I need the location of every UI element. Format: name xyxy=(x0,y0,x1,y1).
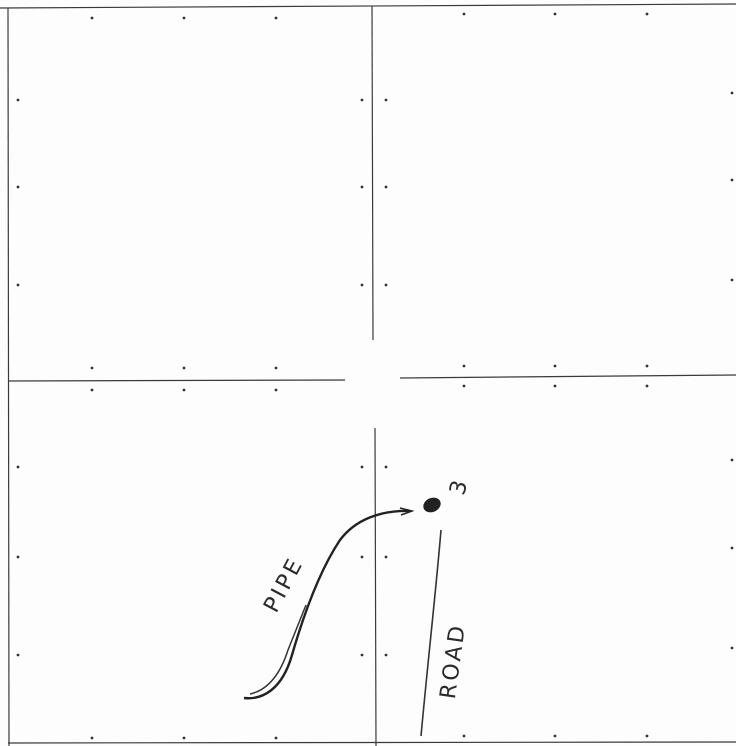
dot xyxy=(462,364,466,368)
divider-vertical-top xyxy=(371,5,374,341)
dot xyxy=(16,653,20,657)
left-border xyxy=(7,7,10,746)
dot xyxy=(360,98,364,102)
dot xyxy=(360,653,364,657)
dot xyxy=(730,546,734,550)
dot xyxy=(730,458,734,462)
dot xyxy=(384,98,388,102)
bottom-border xyxy=(7,741,736,744)
pipe-line xyxy=(243,509,411,700)
dot xyxy=(384,465,388,469)
dot xyxy=(553,12,557,16)
dot xyxy=(645,12,649,16)
dot xyxy=(274,736,278,740)
dot xyxy=(16,283,20,287)
dot xyxy=(384,555,388,559)
dot xyxy=(730,178,734,182)
dot xyxy=(645,734,649,738)
dot xyxy=(730,278,734,282)
dot xyxy=(16,465,20,469)
divider-vertical-bottom xyxy=(374,427,377,746)
dot xyxy=(384,283,388,287)
dot xyxy=(16,185,20,189)
dot xyxy=(730,646,734,650)
dot xyxy=(645,364,649,368)
top-border xyxy=(0,3,736,9)
dot xyxy=(553,384,557,388)
dot xyxy=(553,734,557,738)
road-line xyxy=(420,529,442,737)
divider-horizontal-right xyxy=(399,374,736,379)
dot xyxy=(182,736,186,740)
dot xyxy=(384,653,388,657)
dot xyxy=(90,16,94,20)
dot xyxy=(360,283,364,287)
dot xyxy=(274,388,278,392)
dot xyxy=(274,366,278,370)
dot xyxy=(462,12,466,16)
registration-dots xyxy=(16,12,734,740)
dot xyxy=(182,16,186,20)
dot xyxy=(645,384,649,388)
dot xyxy=(182,388,186,392)
dot xyxy=(182,366,186,370)
dot xyxy=(16,98,20,102)
point-label: 3 xyxy=(445,475,474,498)
pipe-line-shade xyxy=(249,604,307,695)
dot xyxy=(553,364,557,368)
dot xyxy=(90,388,94,392)
dot xyxy=(360,465,364,469)
dot xyxy=(274,16,278,20)
dot xyxy=(360,555,364,559)
dot xyxy=(90,366,94,370)
dot xyxy=(16,555,20,559)
dot xyxy=(462,384,466,388)
dot xyxy=(730,91,734,95)
dot xyxy=(90,736,94,740)
point-marker xyxy=(423,497,441,513)
pipe-arrow xyxy=(399,507,415,516)
dot xyxy=(384,185,388,189)
dot xyxy=(360,185,364,189)
divider-horizontal-left xyxy=(7,379,346,382)
dot xyxy=(462,734,466,738)
